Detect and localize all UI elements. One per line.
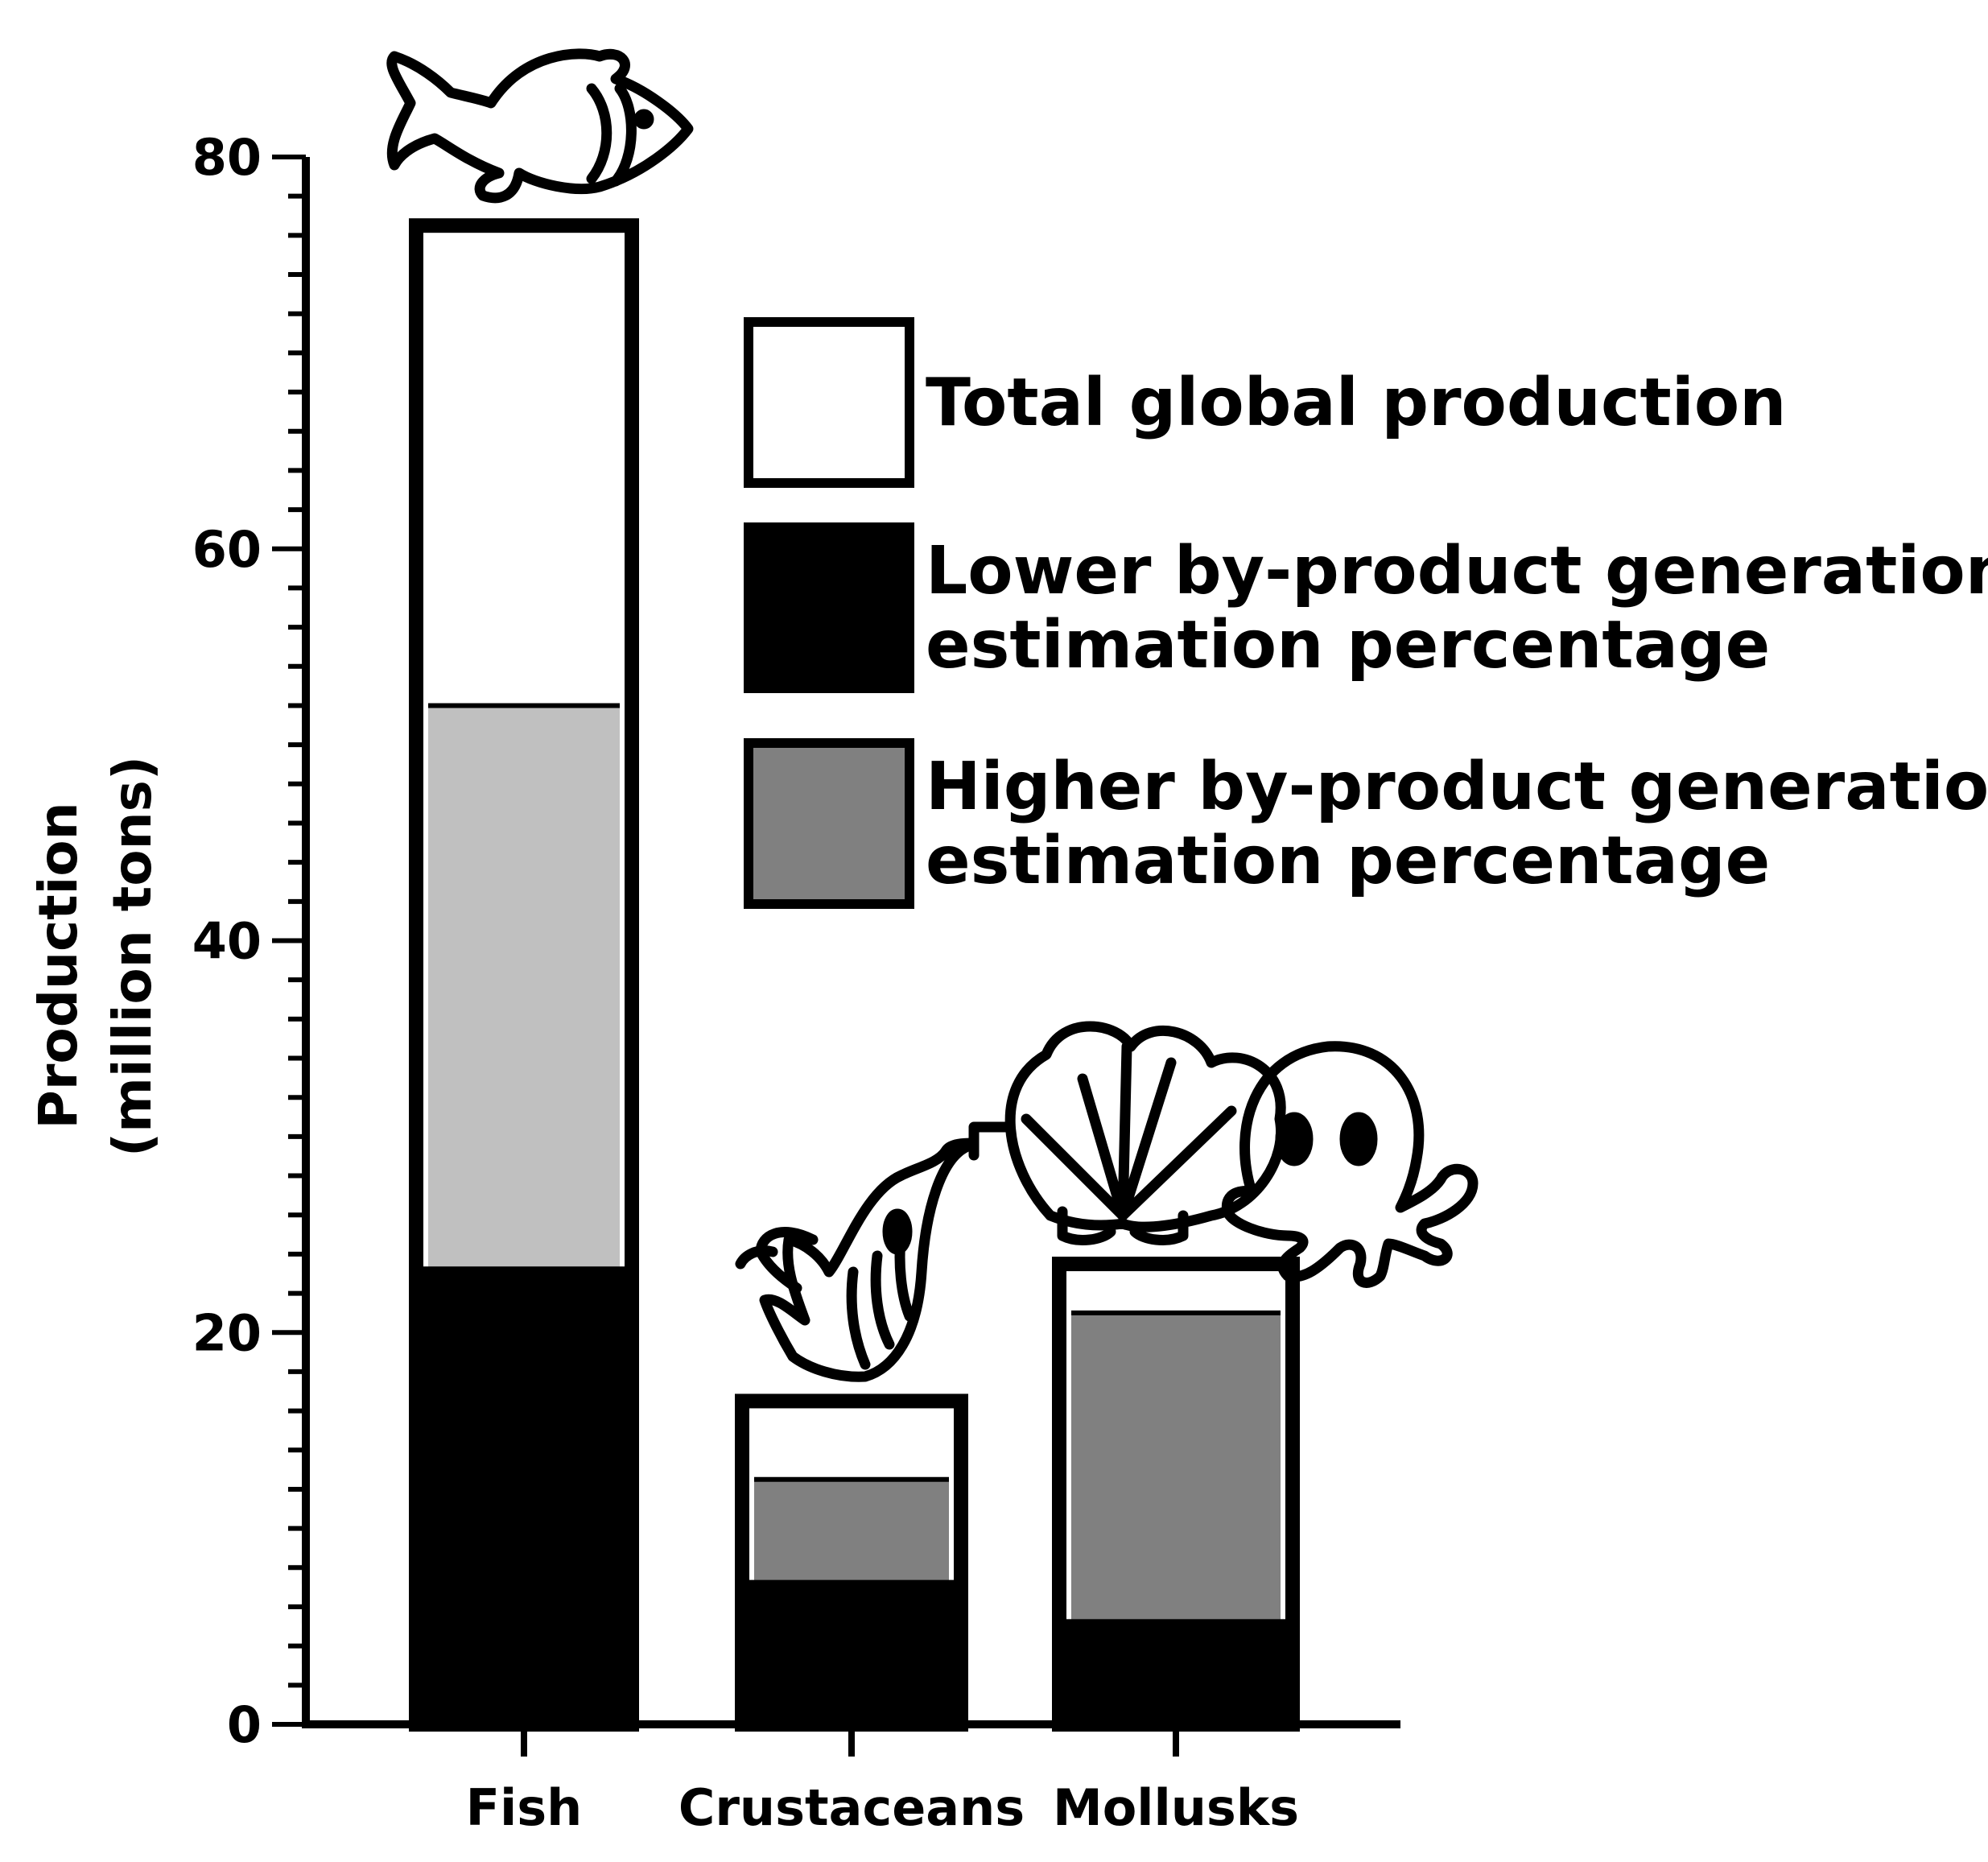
legend: Total global production Lower by-product …: [744, 317, 1988, 909]
y-axis-title-line-2: (million tons): [101, 756, 163, 1157]
legend-label: estimation percentage: [926, 823, 1770, 899]
y-tick-label: 60: [192, 520, 262, 579]
bar-group-mollusks: [1052, 1257, 1300, 1732]
bars: [409, 218, 1300, 1732]
legend-item: Total global production: [744, 317, 1787, 488]
fish-icon: [386, 48, 694, 204]
y-tick-label: 80: [192, 128, 262, 187]
bar-group-crustaceans: [735, 1393, 968, 1732]
x-tick-label-mollusks: Mollusks: [1053, 1778, 1299, 1837]
bar-lower-mollusks: [1052, 1619, 1300, 1732]
legend-swatch: [744, 317, 914, 488]
bar-lower-fish: [409, 1266, 639, 1732]
bar-group-fish: [409, 218, 639, 1732]
legend-label: Total global production: [926, 365, 1787, 441]
y-axis-title-line-1: Production: [27, 802, 89, 1129]
octopus-icon: [1221, 1041, 1479, 1288]
legend-label: Higher by-product generation: [926, 749, 1988, 825]
legend-label: estimation percentage: [926, 607, 1770, 683]
legend-swatch: [744, 522, 914, 693]
legend-swatch: [744, 738, 914, 909]
x-tick-label-crustaceans: Crustaceans: [678, 1778, 1025, 1837]
y-tick-label: 0: [227, 1695, 262, 1754]
y-tick-label: 40: [192, 912, 262, 971]
y-tick-label: 20: [192, 1303, 262, 1362]
shrimp-icon: [735, 1121, 1012, 1382]
x-tick-labels: Fish Crustaceans Mollusks: [466, 1724, 1299, 1837]
bar-lower-crustaceans: [735, 1579, 968, 1732]
legend-label: Lower by-product generation: [926, 533, 1988, 609]
scallop-shell-icon: [1004, 1021, 1286, 1245]
y-axis-title: Production (million tons): [27, 756, 163, 1157]
x-tick-label-fish: Fish: [466, 1778, 583, 1837]
